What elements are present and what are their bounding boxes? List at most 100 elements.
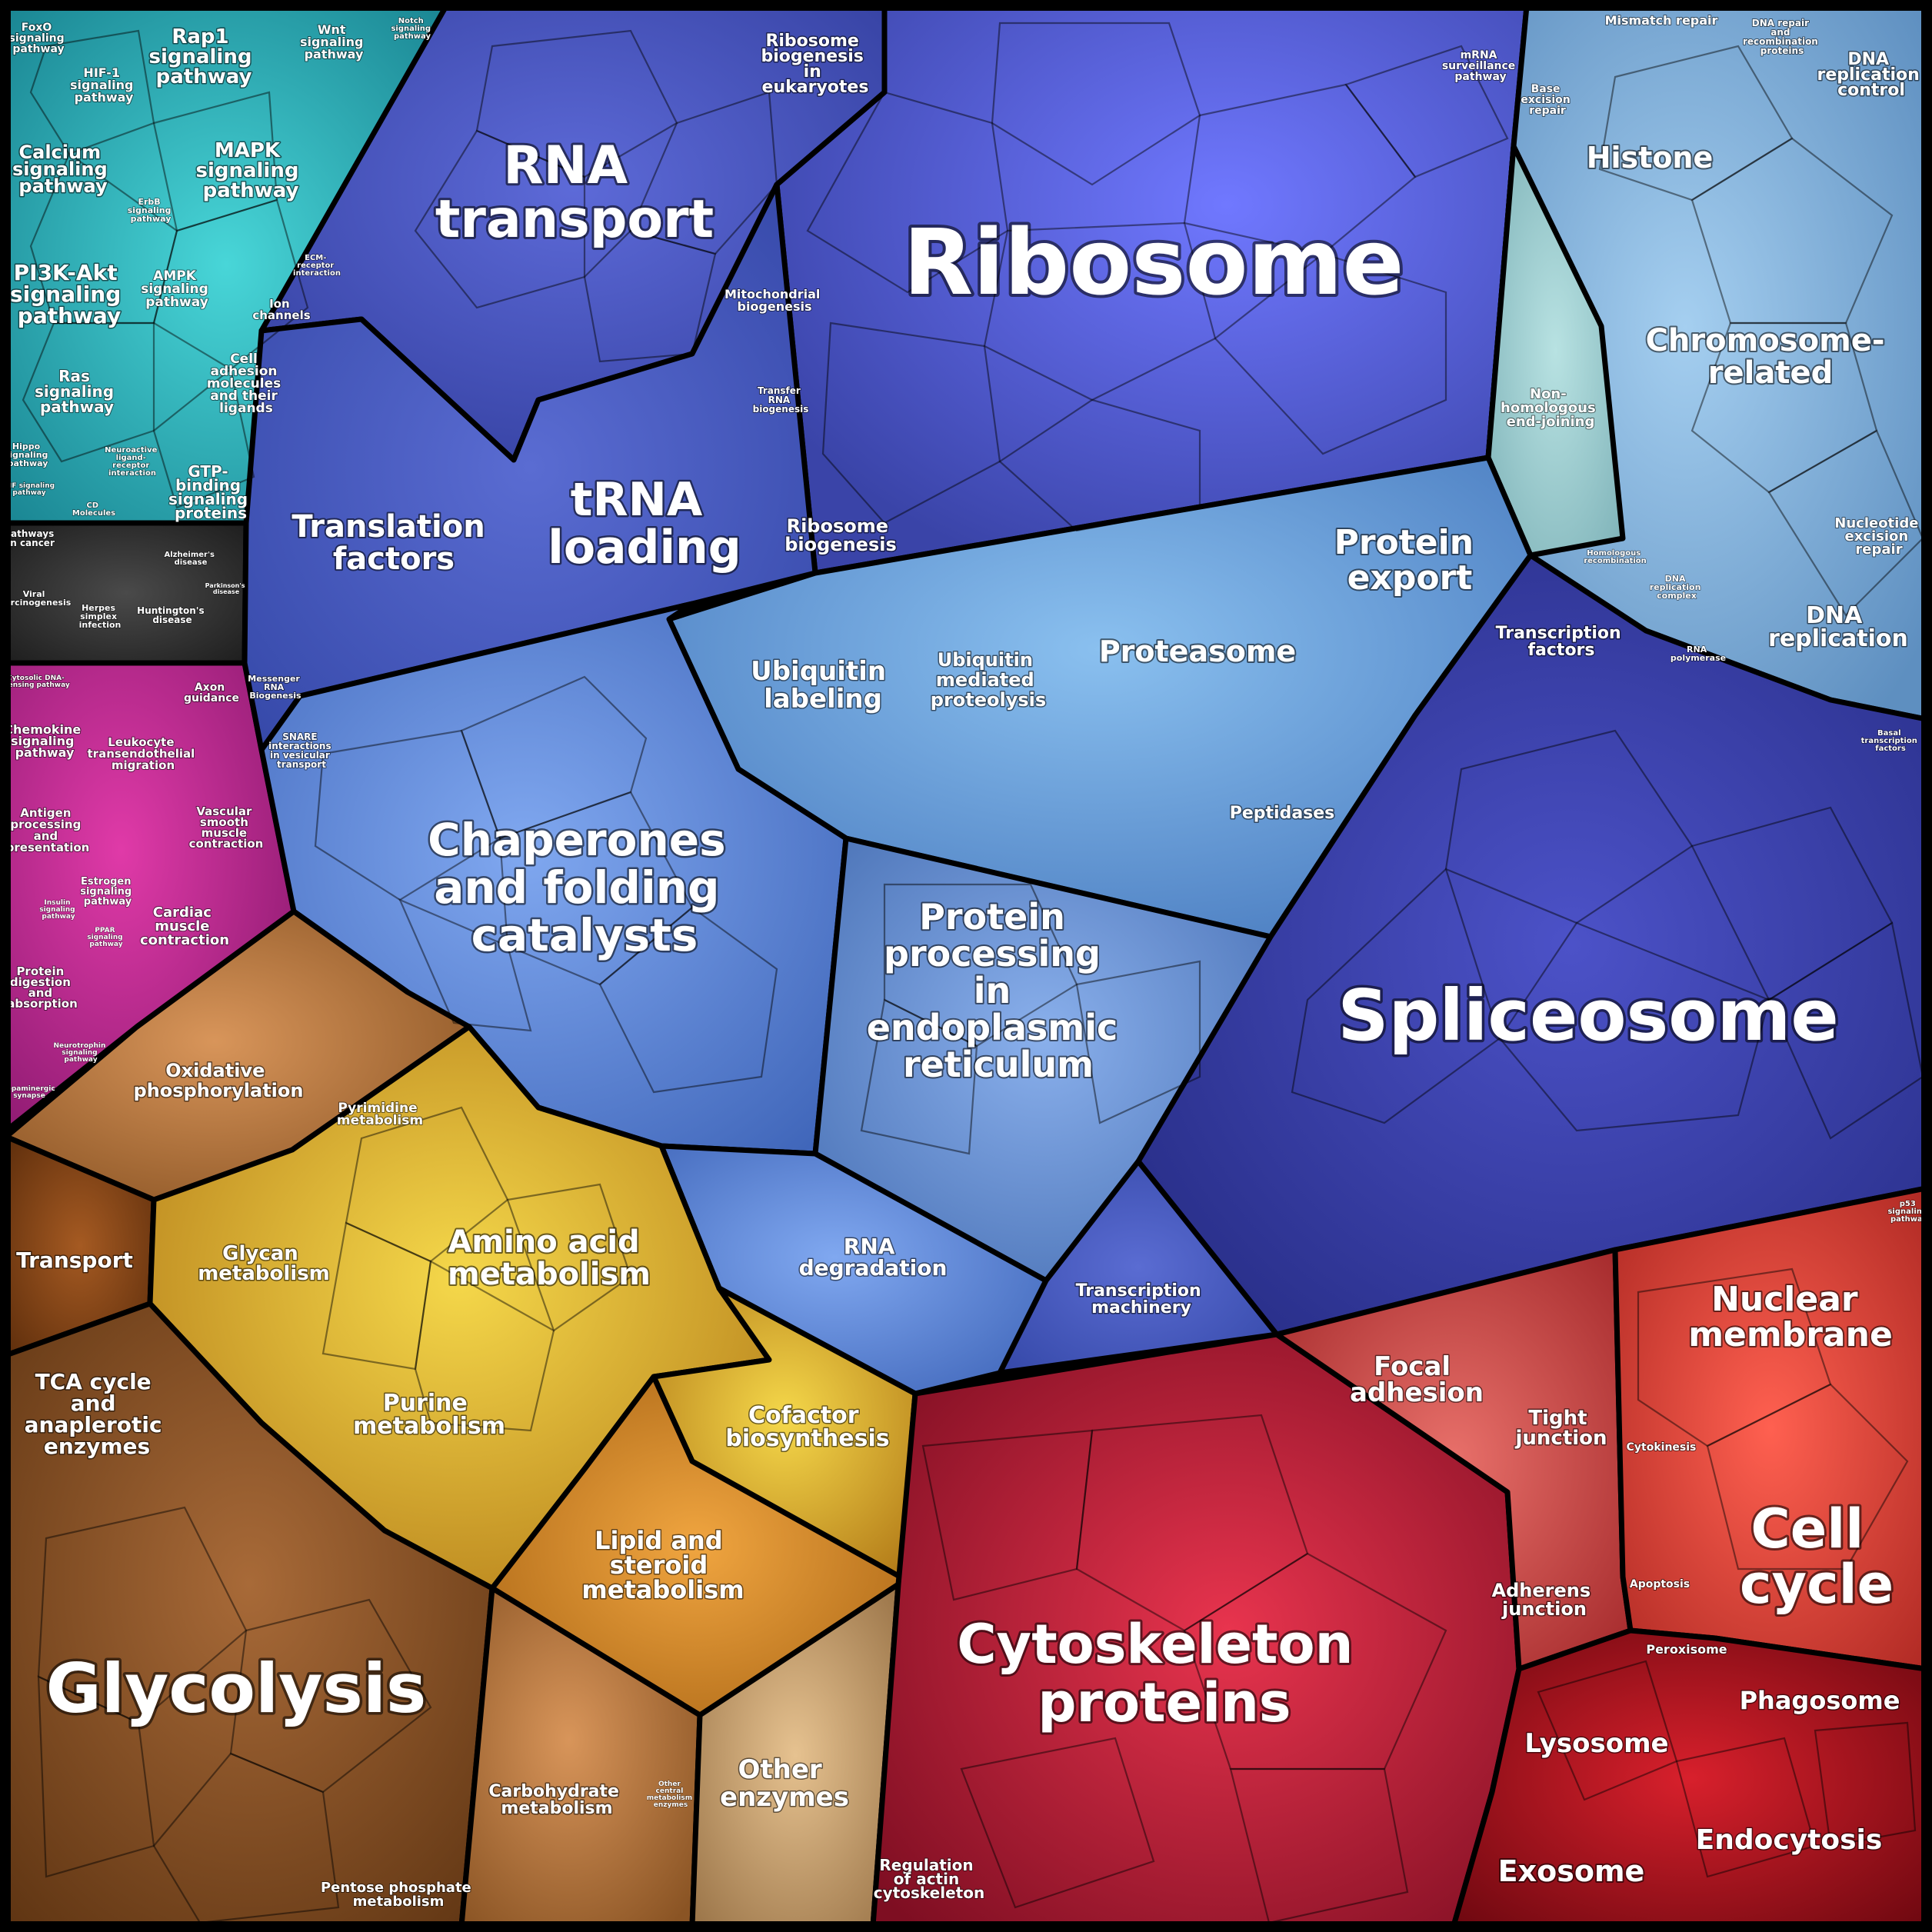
label-apoptosis: Apoptosis — [1630, 1578, 1690, 1591]
label-hippo: Hippo signaling pathway — [5, 441, 52, 468]
label-alzheimers: Alzheimer's disease — [165, 551, 218, 567]
label-cell-adhesion-molecules: Cell adhesion molecules and their ligand… — [207, 351, 285, 416]
label-mismatch-repair: Mismatch repair — [1605, 13, 1718, 28]
label-dopaminergic: Dopaminergic synapse — [1, 1085, 58, 1100]
region-non-homologous — [1485, 143, 1626, 558]
label-ribosome-biogenesis: Ribosome biogenesis — [784, 515, 897, 555]
label-other-enzymes: Other enzymes — [720, 1754, 849, 1813]
label-cardiac: Cardiac muscle contraction — [140, 904, 229, 948]
label-adherens-junction: Adherens junction — [1492, 1580, 1597, 1620]
label-dna-replication-complex: DNA replication complex — [1650, 574, 1704, 601]
label-estrogen: Estrogen signaling pathway — [80, 876, 135, 908]
label-p53: p53 signaling pathway — [1887, 1200, 1930, 1224]
label-ribosome-biogenesis-eukaryotes: Ribosome biogenesis in eukaryotes — [761, 32, 869, 97]
label-lysosome: Lysosome — [1524, 1728, 1668, 1759]
label-rna-degradation: RNA degradation — [799, 1234, 948, 1281]
label-cd-molecules: CD Molecules — [72, 501, 115, 518]
label-tnf: TNF signaling pathway — [2, 482, 57, 497]
label-oxidative-phosphorylation: Oxidative phosphorylation — [134, 1060, 304, 1101]
label-chemokine: Chemokine signaling pathway — [4, 722, 85, 760]
label-exosome: Exosome — [1498, 1854, 1645, 1888]
label-dna-replication: DNA replication — [1768, 602, 1908, 652]
label-pi3k: PI3K-Akt signaling pathway — [10, 260, 128, 328]
label-dna-repair-recombination: DNA repair and recombination proteins — [1743, 18, 1821, 56]
label-antigen: Antigen processing and presentation — [6, 806, 90, 854]
label-rna-polymerase: RNA polymerase — [1671, 645, 1726, 663]
label-cytoskeleton: Cytoskeleton proteins — [957, 1613, 1372, 1734]
label-hif1: HIF-1 signaling pathway — [70, 65, 138, 105]
label-ras: Ras signaling pathway — [35, 367, 119, 416]
label-protein-digestion: Protein digestion and absorption — [7, 964, 78, 1011]
label-translation-factors: Translation factors — [291, 509, 495, 577]
label-histone: Histone — [1587, 141, 1714, 175]
label-ribosome: Ribosome — [903, 209, 1404, 315]
label-ion-channels: Ion channels — [252, 297, 310, 322]
label-spliceosome: Spliceosome — [1337, 974, 1839, 1057]
label-other-central: Other central metabolism enzymes — [647, 1780, 695, 1809]
label-pyrimidine: Pyrimidine metabolism — [337, 1101, 423, 1128]
label-nuclear-membrane: Nuclear membrane — [1688, 1280, 1893, 1354]
label-lipid: Lipid and steroid metabolism — [581, 1526, 744, 1604]
label-glycan: Glycan metabolism — [198, 1242, 330, 1285]
label-rna-transport: RNA transport — [435, 135, 714, 250]
label-transport: Transport — [16, 1247, 133, 1273]
label-axon-guidance: Axon guidance — [184, 681, 239, 705]
label-phagosome: Phagosome — [1740, 1686, 1900, 1715]
label-notch: Notch signaling pathway — [391, 17, 433, 41]
label-messenger-rna-biogenesis: Messenger RNA Biogenesis — [248, 674, 302, 701]
label-herpes: Herpes simplex infection — [79, 603, 122, 630]
label-rap1: Rap1 signaling pathway — [148, 25, 258, 88]
label-ubiquitin-labeling: Ubiquitin labeling — [751, 656, 895, 715]
label-gtp-binding: GTP- binding signaling proteins — [168, 462, 253, 522]
label-protein-export: Protein export — [1334, 523, 1486, 598]
label-transcription-factors: Transcription factors — [1496, 624, 1627, 660]
label-calcium: Calcium signaling pathway — [12, 142, 114, 197]
label-pathways-in-cancer: Pathways in cancer — [5, 528, 58, 548]
label-glycolysis: Glycolysis — [46, 1649, 427, 1728]
label-huntingtons: Huntington's disease — [137, 605, 208, 625]
label-endocytosis: Endocytosis — [1696, 1824, 1883, 1856]
labels: Ribosome RNA transport Ribosome biogenes… — [0, 12, 1930, 1910]
label-mitochondrial-biogenesis: Mitochondrial biogenesis — [724, 287, 824, 314]
label-dna-replication-control: DNA replication control — [1817, 50, 1926, 100]
label-ppar: PPAR signaling pathway — [87, 927, 125, 948]
label-carbohydrate: Carbohydrate metabolism — [488, 1782, 625, 1818]
label-neurotrophin: Neurotrophin signaling pathway — [53, 1042, 108, 1064]
label-erbb: ErbB signaling pathway — [128, 197, 175, 224]
label-proteasome: Proteasome — [1099, 635, 1296, 668]
label-ampk: AMPK signaling pathway — [141, 268, 213, 310]
label-ecm-receptor: ECM- receptor interaction — [293, 254, 341, 278]
label-transfer-rna-biogenesis: Transfer RNA biogenesis — [753, 385, 809, 415]
label-purine: Purine metabolism — [353, 1390, 505, 1440]
label-pentose: Pentose phosphate metabolism — [321, 1880, 476, 1910]
label-focal-adhesion: Focal adhesion — [1350, 1351, 1484, 1408]
label-viral-carcinogenesis: Viral carcinogenesis — [0, 589, 72, 608]
label-foxo: FoxO signaling pathway — [8, 22, 68, 55]
label-insulin: Insulin signaling pathway — [39, 899, 78, 921]
label-cofactor: Cofactor biosynthesis — [725, 1402, 889, 1452]
label-transcription-machinery: Transcription machinery — [1076, 1281, 1208, 1317]
label-leukocyte: Leukocyte transendothelial migration — [88, 735, 199, 772]
label-ubiquitin-mediated: Ubiquitin mediated proteolysis — [931, 649, 1046, 711]
label-chaperones: Chaperones and folding catalysts — [428, 814, 741, 961]
label-wnt: Wnt signaling pathway — [300, 22, 368, 62]
cell-texture — [22, 22, 1924, 1924]
label-nucleotide-excision-repair: Nucleotide excision repair — [1834, 515, 1923, 558]
label-mrna-surveillance: mRNA surveillance pathway — [1442, 49, 1519, 83]
label-parkinsons: Parkinson's disease — [205, 582, 248, 595]
label-peroxisome: Peroxisome — [1646, 1642, 1727, 1657]
label-protein-processing-er: Protein processing in endoplasmic reticu… — [867, 896, 1131, 1085]
label-tight-junction: Tight junction — [1514, 1407, 1607, 1450]
label-cytosolic-dna: Cytosolic DNA- sensing pathway — [4, 675, 70, 689]
label-cell-cycle: Cell cycle — [1740, 1497, 1894, 1616]
region-transcription-machinery — [997, 1158, 1280, 1376]
label-cytokinesis: Cytokinesis — [1627, 1441, 1697, 1454]
label-basal-transcription-factors: Basal transcription factors — [1861, 729, 1920, 753]
label-regulation-actin: Regulation of actin cytoskeleton — [874, 1856, 984, 1902]
regions — [3, 3, 1929, 1929]
label-tca: TCA cycle and anaplerotic enzymes — [25, 1369, 170, 1459]
label-amino-acid: Amino acid metabolism — [448, 1224, 651, 1292]
